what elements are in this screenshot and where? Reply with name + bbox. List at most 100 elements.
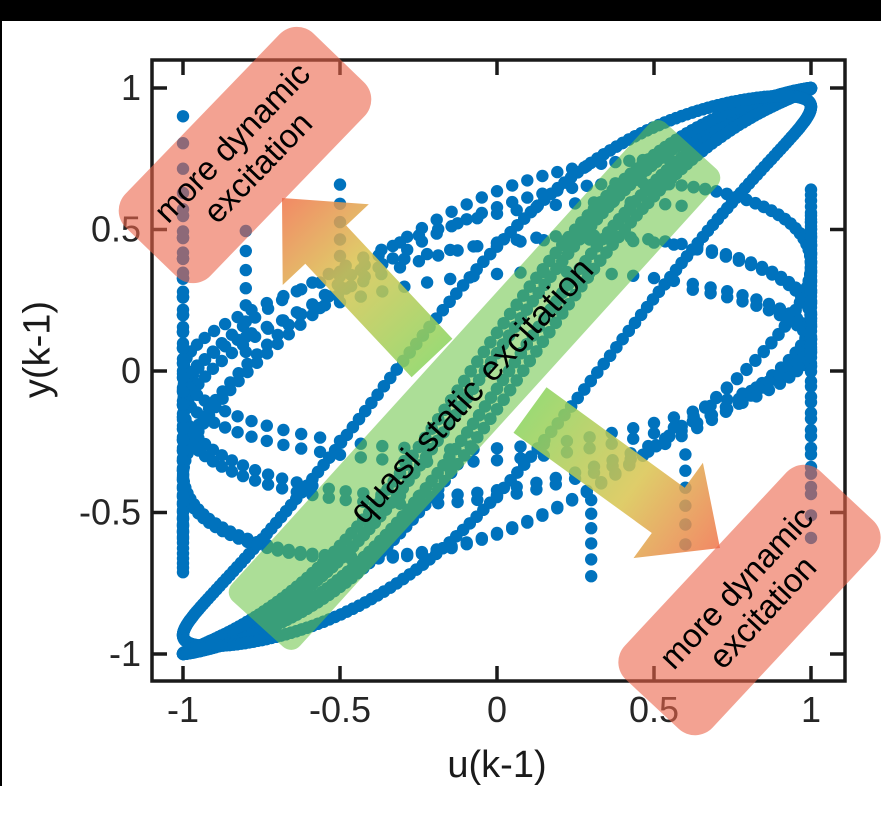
data-point bbox=[218, 405, 232, 418]
data-point bbox=[445, 541, 458, 555]
data-point bbox=[250, 356, 264, 369]
data-point bbox=[551, 165, 564, 179]
data-point bbox=[248, 474, 262, 487]
data-point bbox=[261, 478, 275, 491]
data-point bbox=[260, 338, 274, 351]
data-point bbox=[250, 538, 264, 552]
data-point bbox=[691, 243, 704, 256]
data-point bbox=[721, 393, 734, 406]
data-point bbox=[277, 314, 290, 327]
data-point bbox=[490, 267, 504, 281]
data-point bbox=[584, 374, 597, 388]
data-point bbox=[375, 243, 388, 256]
data-point bbox=[490, 490, 504, 504]
data-point bbox=[412, 229, 426, 242]
data-point bbox=[720, 187, 734, 201]
data-point bbox=[460, 198, 473, 211]
data-point bbox=[475, 191, 488, 204]
data-point bbox=[225, 465, 239, 478]
data-point bbox=[736, 387, 749, 400]
data-point bbox=[536, 187, 549, 200]
arrow-down-right bbox=[513, 387, 720, 559]
data-point bbox=[521, 516, 534, 529]
data-point bbox=[647, 416, 661, 430]
data-point bbox=[260, 320, 273, 334]
data-point bbox=[591, 366, 604, 379]
data-point bbox=[241, 535, 254, 549]
data-point bbox=[275, 472, 289, 485]
data-point bbox=[333, 434, 347, 448]
data-point bbox=[215, 460, 228, 473]
data-point bbox=[514, 235, 527, 248]
data-point bbox=[571, 391, 584, 405]
data-point bbox=[224, 383, 237, 397]
data-point bbox=[730, 372, 744, 386]
data-point bbox=[420, 276, 434, 289]
data-point bbox=[680, 108, 694, 121]
data-point bbox=[444, 243, 457, 257]
data-point bbox=[510, 203, 523, 217]
data-point bbox=[260, 347, 274, 360]
data-point bbox=[275, 482, 289, 495]
data-point bbox=[306, 479, 319, 492]
data-point bbox=[659, 437, 672, 451]
data-point bbox=[415, 547, 429, 561]
data-point bbox=[198, 394, 211, 407]
data-point bbox=[667, 238, 681, 251]
data-point bbox=[773, 368, 787, 382]
data-point bbox=[705, 246, 719, 259]
top-black-bar bbox=[0, 0, 881, 21]
data-point bbox=[412, 255, 426, 268]
data-point bbox=[198, 411, 211, 424]
data-point bbox=[667, 274, 681, 288]
data-point bbox=[236, 469, 250, 483]
data-point bbox=[241, 365, 254, 379]
data-point bbox=[536, 509, 549, 522]
data-point bbox=[290, 485, 303, 499]
data-point bbox=[261, 468, 275, 481]
data-point bbox=[277, 289, 290, 303]
data-point bbox=[295, 283, 308, 296]
data-point bbox=[445, 205, 458, 218]
data-point bbox=[530, 483, 543, 496]
data-point bbox=[755, 263, 769, 276]
data-point bbox=[248, 464, 262, 477]
data-point bbox=[282, 328, 295, 341]
data-point bbox=[506, 522, 519, 536]
data-point bbox=[565, 494, 579, 507]
data-point bbox=[490, 442, 504, 455]
data-point bbox=[450, 287, 463, 300]
data-point bbox=[277, 423, 290, 437]
data-point bbox=[207, 399, 221, 413]
data-point bbox=[313, 301, 327, 315]
data-point bbox=[451, 217, 464, 230]
data-point bbox=[245, 414, 258, 428]
data-point bbox=[757, 345, 770, 359]
data-point bbox=[530, 201, 543, 214]
data-point bbox=[740, 193, 753, 207]
data-point bbox=[565, 181, 579, 195]
data-point bbox=[401, 549, 414, 563]
data-point bbox=[580, 159, 593, 173]
data-point bbox=[551, 184, 564, 197]
data-point bbox=[271, 337, 284, 351]
data-point bbox=[206, 362, 220, 375]
data-point bbox=[490, 207, 504, 220]
data-point bbox=[215, 449, 228, 462]
data-point bbox=[490, 185, 504, 198]
data-point bbox=[506, 179, 519, 192]
data-point bbox=[295, 308, 308, 321]
data-point bbox=[456, 279, 470, 292]
data-point bbox=[510, 487, 523, 500]
data-point bbox=[675, 429, 688, 443]
data-point bbox=[451, 495, 464, 509]
data-point bbox=[232, 374, 245, 388]
data-point bbox=[720, 382, 734, 395]
data-point bbox=[386, 252, 399, 265]
data-point bbox=[719, 250, 733, 263]
data-point bbox=[432, 249, 445, 262]
data-point bbox=[430, 213, 443, 226]
data-point bbox=[467, 240, 480, 253]
data-point bbox=[595, 157, 608, 170]
